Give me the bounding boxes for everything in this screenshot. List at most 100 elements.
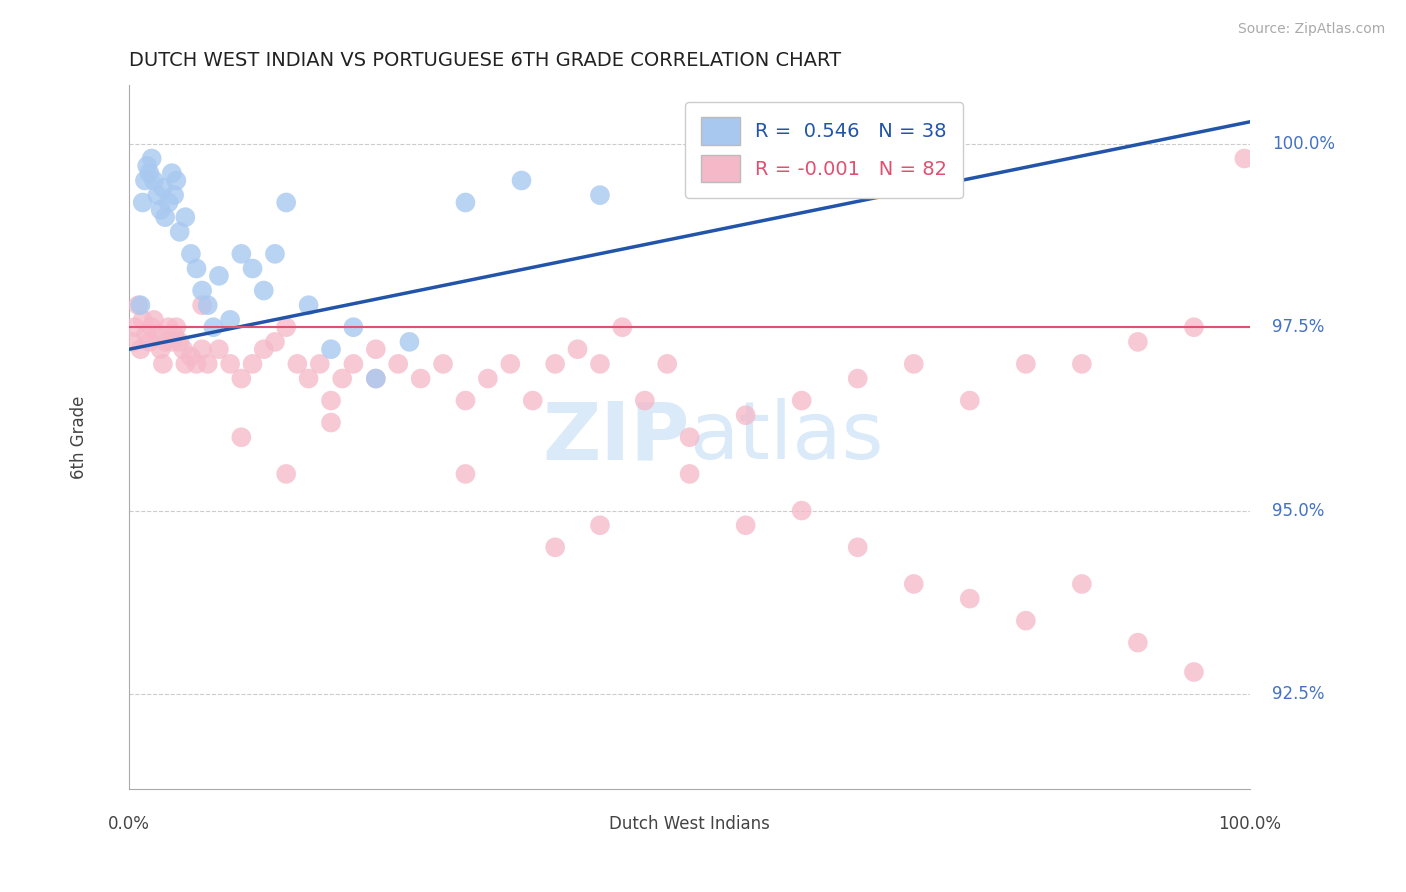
Point bbox=[231, 247, 253, 261]
Point bbox=[308, 357, 330, 371]
Point bbox=[903, 357, 925, 371]
Point bbox=[846, 541, 869, 555]
Point bbox=[454, 195, 477, 210]
Point bbox=[191, 298, 214, 312]
Point bbox=[1015, 614, 1038, 628]
Point bbox=[544, 357, 567, 371]
Point bbox=[634, 393, 657, 408]
Text: 6th Grade: 6th Grade bbox=[70, 395, 87, 479]
Point bbox=[612, 320, 634, 334]
Point bbox=[678, 467, 700, 481]
Point bbox=[129, 298, 152, 312]
Point bbox=[330, 371, 353, 385]
Text: 92.5%: 92.5% bbox=[1272, 685, 1324, 703]
Point bbox=[132, 313, 155, 327]
Point bbox=[172, 342, 194, 356]
Point bbox=[153, 210, 176, 224]
Point bbox=[342, 320, 364, 334]
Point bbox=[138, 166, 160, 180]
Point bbox=[242, 261, 264, 276]
Point bbox=[157, 320, 180, 334]
Point bbox=[149, 342, 172, 356]
Point bbox=[146, 327, 169, 342]
Point bbox=[734, 518, 756, 533]
Point bbox=[734, 152, 756, 166]
Point bbox=[1070, 357, 1092, 371]
Point bbox=[1126, 334, 1149, 349]
Point bbox=[364, 342, 387, 356]
Point bbox=[169, 334, 191, 349]
Point bbox=[522, 393, 544, 408]
Point bbox=[959, 393, 981, 408]
Point bbox=[142, 173, 165, 187]
Point bbox=[191, 342, 214, 356]
Point bbox=[276, 467, 298, 481]
Point bbox=[197, 298, 219, 312]
Point bbox=[127, 298, 149, 312]
Point bbox=[790, 503, 813, 517]
Text: atlas: atlas bbox=[689, 398, 884, 476]
Text: Dutch West Indians: Dutch West Indians bbox=[609, 815, 770, 833]
Text: ZIP: ZIP bbox=[543, 398, 689, 476]
Point bbox=[1182, 665, 1205, 679]
Point bbox=[186, 357, 208, 371]
Point bbox=[134, 173, 156, 187]
Point bbox=[174, 357, 197, 371]
Point bbox=[264, 334, 287, 349]
Point bbox=[163, 327, 186, 342]
Point bbox=[242, 357, 264, 371]
Point bbox=[297, 298, 319, 312]
Text: 0.0%: 0.0% bbox=[108, 815, 150, 833]
Point bbox=[135, 327, 157, 342]
Point bbox=[186, 261, 208, 276]
Point bbox=[499, 357, 522, 371]
Point bbox=[149, 202, 172, 217]
Point bbox=[157, 195, 180, 210]
Point bbox=[678, 430, 700, 444]
Point bbox=[129, 342, 152, 356]
Point bbox=[589, 188, 612, 202]
Point bbox=[141, 152, 163, 166]
Point bbox=[510, 173, 533, 187]
Point bbox=[287, 357, 309, 371]
Point bbox=[121, 334, 143, 349]
Text: 95.0%: 95.0% bbox=[1272, 501, 1324, 520]
Point bbox=[1182, 320, 1205, 334]
Point bbox=[163, 188, 186, 202]
Point bbox=[253, 284, 276, 298]
Point bbox=[153, 334, 176, 349]
Point bbox=[790, 393, 813, 408]
Point bbox=[136, 159, 159, 173]
Point bbox=[231, 430, 253, 444]
Point bbox=[1015, 357, 1038, 371]
Point bbox=[124, 320, 146, 334]
Point bbox=[276, 195, 298, 210]
Text: DUTCH WEST INDIAN VS PORTUGUESE 6TH GRADE CORRELATION CHART: DUTCH WEST INDIAN VS PORTUGUESE 6TH GRAD… bbox=[129, 51, 841, 70]
Point bbox=[152, 357, 174, 371]
Point bbox=[253, 342, 276, 356]
Point bbox=[208, 268, 231, 283]
Point bbox=[589, 518, 612, 533]
Point bbox=[202, 320, 225, 334]
Text: Source: ZipAtlas.com: Source: ZipAtlas.com bbox=[1237, 22, 1385, 37]
Point bbox=[180, 247, 202, 261]
Point bbox=[180, 350, 202, 364]
Point bbox=[191, 284, 214, 298]
Text: 100.0%: 100.0% bbox=[1219, 815, 1281, 833]
Point bbox=[364, 371, 387, 385]
Point bbox=[364, 371, 387, 385]
Point bbox=[454, 393, 477, 408]
Point bbox=[146, 188, 169, 202]
Point bbox=[142, 313, 165, 327]
Point bbox=[297, 371, 319, 385]
Point bbox=[160, 334, 183, 349]
Point bbox=[544, 541, 567, 555]
Point bbox=[387, 357, 409, 371]
Text: 97.5%: 97.5% bbox=[1272, 318, 1324, 336]
Point bbox=[432, 357, 454, 371]
Point bbox=[398, 334, 420, 349]
Point bbox=[657, 357, 679, 371]
Point bbox=[174, 210, 197, 224]
Point bbox=[454, 467, 477, 481]
Legend: R =  0.546   N = 38, R = -0.001   N = 82: R = 0.546 N = 38, R = -0.001 N = 82 bbox=[685, 102, 963, 198]
